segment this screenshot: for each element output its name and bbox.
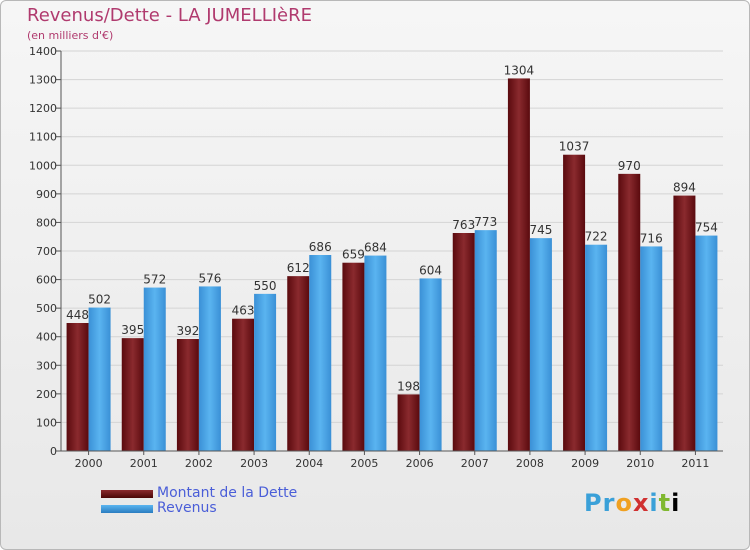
bar-label-revenue: 716 [640,231,663,245]
y-tick-label: 200 [36,388,57,401]
x-tick-label: 2005 [350,457,378,470]
legend-label-revenue: Revenus [157,500,217,516]
x-tick-label: 2004 [295,457,323,470]
bar-debt [452,233,475,451]
bar-revenue [309,255,332,451]
bar-label-revenue: 604 [419,263,442,277]
bar-label-revenue: 502 [88,293,111,307]
bar-debt [287,276,310,451]
y-tick-label: 900 [36,188,57,201]
bar-label-debt: 970 [618,159,641,173]
bar-revenue [88,307,111,451]
x-tick-label: 2001 [130,457,158,470]
bar-debt [618,173,641,451]
x-tick-label: 2010 [626,457,654,470]
bar-debt [121,338,144,451]
bar-label-debt: 463 [232,304,255,318]
bar-label-debt: 198 [397,379,420,393]
bar-debt [66,323,89,451]
bar-revenue [198,286,221,451]
bar-revenue [254,293,277,451]
x-tick-label: 2009 [571,457,599,470]
bar-debt [673,195,696,451]
bar-label-revenue: 754 [695,221,718,235]
bar-label-debt: 448 [66,308,89,322]
bar-label-debt: 392 [176,324,199,338]
x-tick-label: 2003 [240,457,268,470]
bar-label-debt: 763 [452,218,475,232]
x-tick-label: 2007 [461,457,489,470]
x-tick-label: 2008 [516,457,544,470]
bar-revenue [419,278,442,451]
grid-layer [61,50,723,452]
bar-revenue [695,235,718,451]
legend-label-debt: Montant de la Dette [157,485,298,501]
bar-label-debt: 894 [673,181,696,195]
bar-label-debt: 1037 [559,140,590,154]
legend-swatch-revenue [101,505,153,513]
x-tick-label: 2000 [75,457,103,470]
bar-revenue [474,230,497,451]
y-tick-label: 1100 [29,131,57,144]
y-tick-label: 100 [36,416,57,429]
bar-label-revenue: 684 [364,241,387,255]
legend-swatch-debt [101,490,153,498]
x-tick-label: 2002 [185,457,213,470]
bar-debt [342,262,365,451]
bar-debt [507,78,530,451]
bar-label-revenue: 745 [529,223,552,237]
y-tick-label: 700 [36,245,57,258]
bar-debt [397,394,420,451]
axis-layer: 0 100 200 300 400 500 600 700 800 900 1000 1100 1200… [29,45,723,470]
bar-label-revenue: 686 [309,240,332,254]
bar-label-debt: 612 [287,261,310,275]
chart-title: Revenus/Dette - LA JUMELLIèRE [27,5,313,26]
bar-label-revenue: 576 [198,271,221,285]
bar-revenue [143,287,166,451]
bar-label-revenue: 722 [585,230,608,244]
y-tick-label: 0 [50,445,57,458]
bar-revenue [640,246,663,451]
y-tick-label: 300 [36,359,57,372]
y-tick-label: 1400 [29,45,57,58]
proxiti-logo: Proxiti [584,489,681,517]
bar-label-revenue: 572 [143,273,166,287]
bar-debt [563,154,586,451]
y-tick-label: 500 [36,302,57,315]
bar-debt [232,318,255,451]
bar-revenue [364,255,387,451]
y-tick-label: 400 [36,331,57,344]
bar-revenue [585,244,608,451]
bar-label-debt: 659 [342,248,365,262]
y-tick-label: 1300 [29,74,57,87]
y-tick-label: 1000 [29,159,57,172]
bar-label-debt: 395 [121,323,144,337]
x-tick-label: 2011 [681,457,709,470]
y-tick-label: 1200 [29,102,57,115]
bar-revenue [529,238,552,451]
bar-label-revenue: 773 [474,215,497,229]
chart-subtitle: (en milliers d'€) [27,29,114,42]
bar-label-debt: 1304 [504,63,535,77]
x-tick-label: 2006 [406,457,434,470]
y-tick-label: 800 [36,216,57,229]
bar-label-revenue: 550 [254,279,277,293]
bar-debt [176,339,199,451]
y-tick-label: 600 [36,274,57,287]
